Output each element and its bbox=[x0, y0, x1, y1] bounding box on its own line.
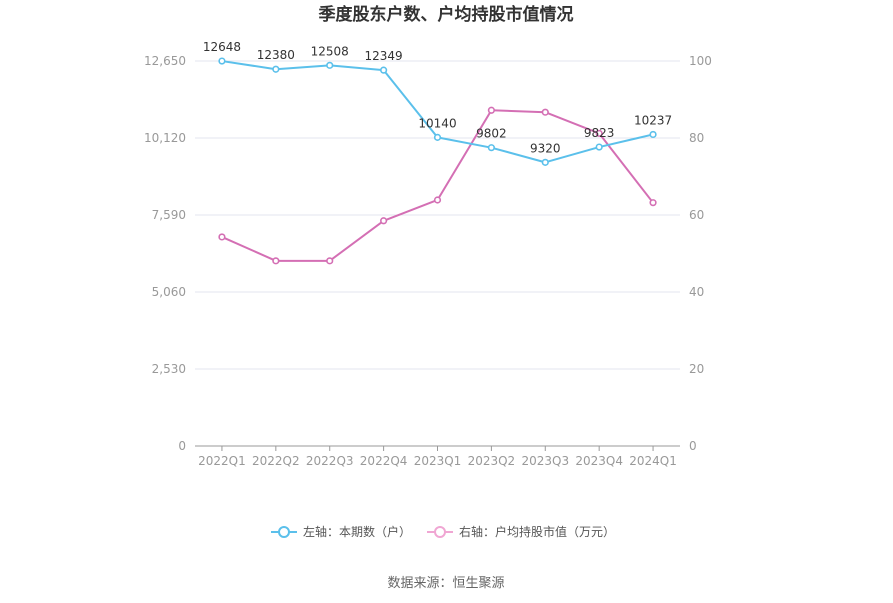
data-point-left[interactable] bbox=[433, 133, 442, 141]
data-point-right[interactable] bbox=[380, 217, 388, 225]
data-point-left[interactable] bbox=[595, 143, 603, 151]
left-tick-label: 12,650 bbox=[144, 54, 186, 68]
data-point-right[interactable] bbox=[326, 257, 334, 265]
series-points bbox=[218, 57, 657, 265]
data-point-left[interactable] bbox=[272, 65, 280, 73]
right-axis-ticks: 0 20 40 60 80 100 bbox=[689, 54, 712, 453]
data-label: 9823 bbox=[584, 126, 615, 140]
left-tick-label: 7,590 bbox=[152, 208, 186, 222]
data-point-right[interactable] bbox=[433, 196, 442, 204]
series-lines bbox=[221, 60, 654, 262]
right-tick-label: 60 bbox=[689, 208, 704, 222]
left-axis-ticks: 0 2,530 5,060 7,590 10,120 12,650 bbox=[144, 54, 186, 453]
data-point-left[interactable] bbox=[487, 144, 495, 152]
data-source: 数据来源：恒生聚源 bbox=[387, 576, 504, 591]
x-tick-label: 2023Q3 bbox=[521, 454, 569, 468]
left-tick-label: 10,120 bbox=[144, 131, 186, 145]
data-label: 12380 bbox=[257, 48, 295, 62]
right-tick-label: 40 bbox=[689, 285, 704, 299]
chart-title: 季度股东户数、户均持股市值情况 bbox=[319, 4, 574, 25]
data-point-left[interactable] bbox=[649, 130, 657, 139]
data-point-right[interactable] bbox=[541, 108, 549, 116]
series-line-left bbox=[221, 60, 654, 164]
data-labels: 12648 12380 12508 12349 10140 9802 9320 9823 102… bbox=[203, 40, 672, 155]
x-tick-label: 2023Q1 bbox=[414, 454, 462, 468]
data-label: 12349 bbox=[365, 49, 403, 63]
data-label: 12648 bbox=[203, 40, 241, 54]
legend-right-label: 右轴：户均持股市值（万元） bbox=[459, 524, 615, 539]
data-label: 10140 bbox=[418, 116, 456, 130]
x-tick-label: 2022Q2 bbox=[252, 454, 300, 468]
left-tick-label: 5,060 bbox=[152, 285, 186, 299]
data-point-left[interactable] bbox=[326, 61, 334, 69]
data-point-right[interactable] bbox=[649, 199, 657, 207]
data-point-left[interactable] bbox=[218, 57, 226, 65]
data-point-right[interactable] bbox=[595, 129, 603, 137]
left-tick-label: 0 bbox=[178, 439, 186, 453]
data-point-right[interactable] bbox=[272, 257, 280, 265]
data-label: 9802 bbox=[476, 127, 507, 141]
data-point-right[interactable] bbox=[218, 233, 226, 241]
data-point-left[interactable] bbox=[380, 66, 388, 74]
right-tick-label: 0 bbox=[689, 439, 697, 453]
x-axis: 2022Q1 2022Q2 2022Q3 2022Q4 2023Q1 2023Q2 2023… bbox=[195, 445, 680, 468]
data-label: 9320 bbox=[530, 141, 561, 155]
x-tick-label: 2023Q2 bbox=[468, 454, 516, 468]
data-point-right[interactable] bbox=[487, 106, 495, 114]
data-label: 10237 bbox=[634, 113, 672, 127]
legend-item-left-series[interactable]: 左轴：本期数（户） bbox=[271, 524, 411, 539]
x-tick-label: 2022Q3 bbox=[306, 454, 354, 468]
data-label: 12508 bbox=[311, 44, 349, 58]
grid-lines bbox=[195, 60, 680, 370]
x-tick-label: 2022Q1 bbox=[198, 454, 246, 468]
x-tick-label: 2023Q4 bbox=[575, 454, 623, 468]
data-point-left[interactable] bbox=[541, 158, 549, 166]
x-tick-label: 2024Q1 bbox=[629, 454, 677, 468]
right-tick-label: 20 bbox=[689, 362, 704, 376]
legend-item-right-series[interactable]: 右轴：户均持股市值（万元） bbox=[427, 524, 615, 539]
left-tick-label: 2,530 bbox=[152, 362, 186, 376]
right-tick-label: 80 bbox=[689, 131, 704, 145]
legend-left-label: 左轴：本期数（户） bbox=[303, 524, 411, 539]
legend-left-marker bbox=[278, 526, 290, 538]
legend-right-marker bbox=[434, 526, 446, 538]
right-tick-label: 100 bbox=[689, 54, 712, 68]
x-tick-label: 2022Q4 bbox=[360, 454, 408, 468]
legend[interactable]: 左轴：本期数（户） 右轴：户均持股市值（万元） bbox=[271, 524, 615, 539]
